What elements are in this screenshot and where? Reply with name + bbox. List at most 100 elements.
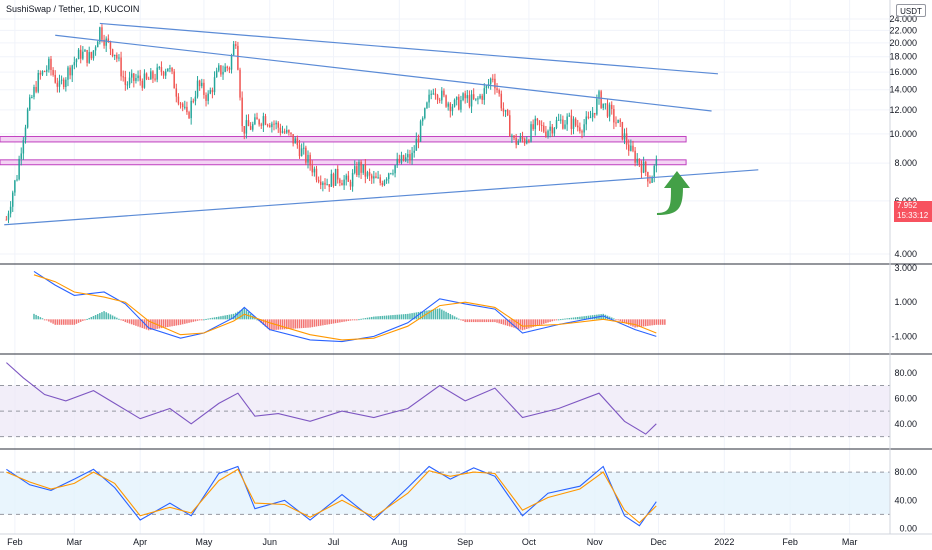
macd-histogram-bar [232, 313, 235, 320]
candle-body [349, 181, 352, 187]
candle-body [373, 176, 375, 179]
macd-histogram-bar [466, 319, 469, 323]
trendline[interactable] [55, 34, 712, 112]
candle-body [589, 117, 592, 119]
macd-histogram-bar [241, 309, 243, 320]
macd-histogram-bar [574, 317, 577, 320]
macd-histogram-bar [150, 319, 152, 330]
candle-body [247, 120, 250, 127]
time-tick-label: Jul [328, 537, 340, 547]
candle-body [319, 181, 322, 185]
candle-body [347, 175, 350, 182]
trendline[interactable] [4, 169, 759, 226]
pane-dividers[interactable] [0, 0, 932, 535]
macd-histogram-bar [39, 317, 42, 320]
candle-body [116, 54, 118, 59]
candle-body [28, 97, 31, 110]
candle-body [426, 102, 428, 109]
macd-histogram-bar [364, 318, 367, 320]
trendlines[interactable] [4, 22, 759, 226]
stoch-pane [6, 465, 657, 527]
support-resistance-zone[interactable] [0, 159, 687, 166]
macd-histogram-bar [37, 316, 39, 320]
macd-histogram-bar [555, 319, 558, 321]
macd-histogram-bar [526, 319, 528, 329]
candle-body [77, 49, 80, 60]
macd-histogram-bar [109, 314, 112, 320]
macd-histogram-bar [538, 319, 541, 326]
macd-histogram-bar [513, 319, 515, 328]
candle-body [583, 124, 585, 133]
macd-histogram-bar [557, 319, 560, 321]
candle-body [353, 166, 356, 173]
horizontal-zones[interactable] [0, 135, 687, 166]
macd-histogram-bar [353, 319, 356, 321]
macd-histogram-bar [523, 319, 526, 330]
macd-histogram-bar [292, 319, 294, 329]
candle-body [472, 94, 475, 99]
candle-body [532, 124, 534, 130]
macd-histogram-bar [309, 319, 311, 328]
macd-histogram-bar [35, 314, 37, 320]
price-tick-label: 14.000 [889, 85, 917, 95]
candle-body [235, 44, 237, 46]
candle-body [230, 55, 233, 70]
candle-body [649, 181, 651, 183]
macd-histogram-bar [113, 316, 116, 320]
candle-body [67, 67, 69, 80]
candle-body [479, 95, 481, 99]
macd-histogram-bar [271, 319, 273, 331]
macd-histogram-bar [347, 319, 350, 321]
candle-body [188, 112, 190, 119]
support-resistance-zone[interactable] [0, 135, 687, 143]
candle-body [519, 136, 522, 142]
candle-body [75, 59, 78, 63]
candle-body [436, 95, 439, 100]
candle-body [390, 173, 392, 175]
candle-body [494, 78, 496, 89]
macd-histogram-bar [90, 316, 93, 320]
macd-histogram-bar [45, 319, 48, 321]
candle-body [52, 69, 54, 75]
candle-body [523, 139, 526, 144]
macd-histogram-bar [579, 316, 581, 320]
price-tick-label: 6.000 [894, 196, 917, 206]
time-tick-label: Feb [782, 537, 798, 547]
macd-histogram-bar [358, 319, 360, 321]
candle-body [264, 116, 267, 125]
candle-body [160, 67, 163, 72]
macd-histogram-bar [260, 319, 263, 323]
candle-body [273, 123, 275, 125]
trendline[interactable] [99, 22, 718, 75]
macd-histogram-bar [105, 312, 107, 320]
macd-histogram-bar [602, 313, 604, 320]
candle-body [186, 106, 188, 113]
macd-histogram-bar [239, 310, 241, 320]
currency-badge[interactable]: USDT [896, 4, 926, 17]
macd-histogram-bar [194, 319, 197, 322]
macd-histogram-bar [220, 316, 222, 320]
macd-histogram-bar [262, 319, 265, 325]
stoch-k-line [6, 465, 657, 527]
macd-histogram-bar [254, 317, 256, 320]
candle-body [79, 49, 82, 59]
candle-body [351, 172, 354, 187]
macd-histogram-bar [566, 318, 568, 320]
candle-body [39, 72, 42, 75]
macd-histogram-bar [56, 319, 59, 325]
rsi-tick-label: 80.00 [894, 368, 917, 378]
candle-body [128, 77, 131, 85]
macd-histogram-bar [237, 311, 239, 320]
candle-body [543, 125, 545, 132]
candle-body [566, 116, 568, 125]
macd-histogram-bar [120, 319, 122, 321]
macd-histogram-bar [464, 319, 466, 323]
price-tick-label: 16.000 [889, 67, 917, 77]
macd-histogram-bar [266, 319, 269, 329]
candle-body [432, 93, 435, 95]
macd-histogram-bar [213, 317, 216, 320]
macd-histogram-bar [638, 319, 641, 327]
macd-histogram-bar [101, 312, 103, 320]
macd-histogram-bar [394, 314, 396, 320]
